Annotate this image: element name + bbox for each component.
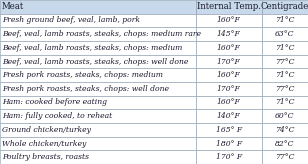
Text: Ham: cooked before eating: Ham: cooked before eating — [2, 99, 107, 106]
Text: Whole chicken/turkey: Whole chicken/turkey — [2, 140, 86, 147]
Bar — [196, 27, 262, 41]
Bar — [196, 14, 262, 27]
Bar — [196, 0, 262, 14]
Text: Meat: Meat — [2, 2, 24, 11]
Bar — [196, 82, 262, 96]
Text: 77°C: 77°C — [275, 85, 295, 93]
Text: 170°F: 170°F — [217, 58, 241, 65]
Text: 71°C: 71°C — [275, 71, 295, 79]
Text: 71°C: 71°C — [275, 17, 295, 24]
Text: 165° F: 165° F — [216, 126, 242, 134]
Text: Fresh ground beef, veal, lamb, pork: Fresh ground beef, veal, lamb, pork — [2, 17, 140, 24]
Text: 160°F: 160°F — [217, 99, 241, 106]
Text: Fresh pork roasts, steaks, chops: well done: Fresh pork roasts, steaks, chops: well d… — [2, 85, 169, 93]
Text: 160°F: 160°F — [217, 44, 241, 52]
Text: 74°C: 74°C — [275, 126, 295, 134]
Bar — [0, 55, 196, 68]
Bar — [0, 41, 196, 55]
Bar — [262, 96, 308, 109]
Text: Ham: fully cooked, to reheat: Ham: fully cooked, to reheat — [2, 112, 112, 120]
Text: 60°C: 60°C — [275, 112, 295, 120]
Bar — [196, 109, 262, 123]
Text: 180° F: 180° F — [216, 140, 242, 147]
Text: 160°F: 160°F — [217, 71, 241, 79]
Text: 140°F: 140°F — [217, 112, 241, 120]
Bar — [196, 150, 262, 164]
Text: Poultry breasts, roasts: Poultry breasts, roasts — [2, 153, 89, 161]
Bar — [262, 68, 308, 82]
Text: 77°C: 77°C — [275, 58, 295, 65]
Bar — [0, 14, 196, 27]
Text: Beef, veal, lamb roasts, steaks, chops: well done: Beef, veal, lamb roasts, steaks, chops: … — [2, 58, 188, 65]
Bar — [262, 82, 308, 96]
Bar — [196, 41, 262, 55]
Bar — [262, 109, 308, 123]
Text: 71°C: 71°C — [275, 44, 295, 52]
Text: Fresh pork roasts, steaks, chops: medium: Fresh pork roasts, steaks, chops: medium — [2, 71, 163, 79]
Text: 63°C: 63°C — [275, 30, 295, 38]
Bar — [262, 14, 308, 27]
Text: 82°C: 82°C — [275, 140, 295, 147]
Bar — [196, 96, 262, 109]
Bar — [196, 123, 262, 137]
Bar — [262, 150, 308, 164]
Bar — [0, 96, 196, 109]
Bar — [196, 68, 262, 82]
Text: Centigrade: Centigrade — [261, 2, 308, 11]
Bar — [0, 27, 196, 41]
Bar — [0, 68, 196, 82]
Text: 77°C: 77°C — [275, 153, 295, 161]
Text: 170°F: 170°F — [217, 85, 241, 93]
Bar — [262, 0, 308, 14]
Text: Beef, veal, lamb roasts, steaks, chops: medium rare: Beef, veal, lamb roasts, steaks, chops: … — [2, 30, 201, 38]
Bar — [196, 55, 262, 68]
Bar — [262, 41, 308, 55]
Bar — [0, 137, 196, 150]
Text: Internal Temp.: Internal Temp. — [197, 2, 261, 11]
Bar — [0, 82, 196, 96]
Text: 71°C: 71°C — [275, 99, 295, 106]
Text: Beef, veal, lamb roasts, steaks, chops: medium: Beef, veal, lamb roasts, steaks, chops: … — [2, 44, 182, 52]
Bar — [262, 27, 308, 41]
Text: 160°F: 160°F — [217, 17, 241, 24]
Bar — [262, 137, 308, 150]
Bar — [196, 137, 262, 150]
Bar — [0, 109, 196, 123]
Bar — [0, 123, 196, 137]
Bar — [0, 150, 196, 164]
Bar — [262, 123, 308, 137]
Text: 145°F: 145°F — [217, 30, 241, 38]
Bar — [0, 0, 196, 14]
Text: 170° F: 170° F — [216, 153, 242, 161]
Text: Ground chicken/turkey: Ground chicken/turkey — [2, 126, 91, 134]
Bar — [262, 55, 308, 68]
